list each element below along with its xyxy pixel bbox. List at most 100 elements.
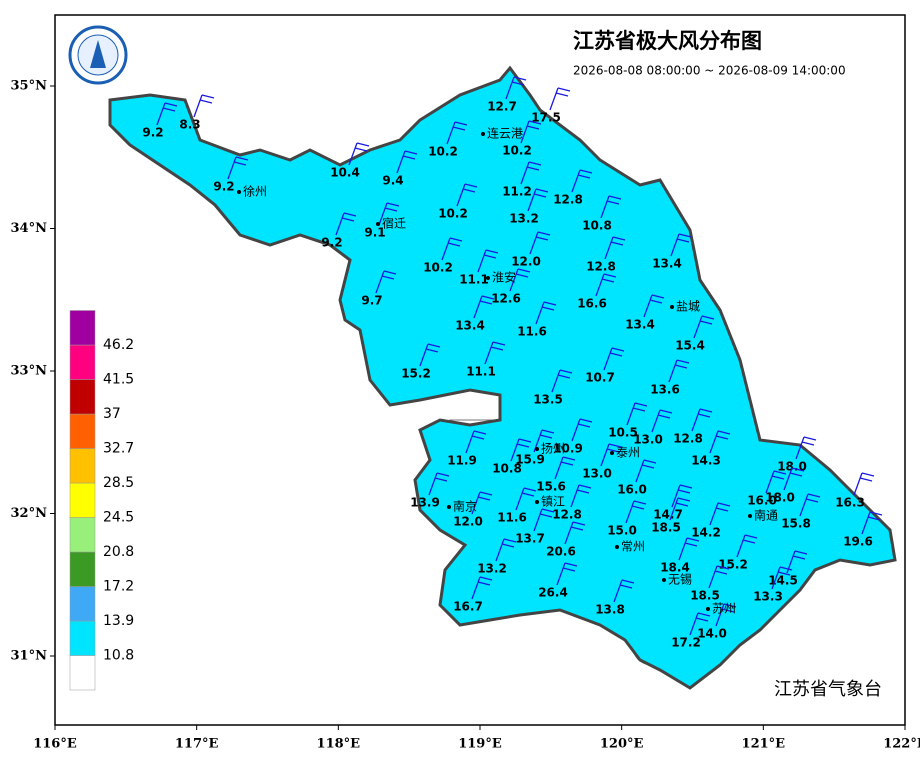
- barb-tick: [621, 579, 635, 584]
- barb-tick: [723, 603, 737, 608]
- barb-staff: [375, 270, 385, 294]
- barb-tick: [386, 202, 400, 207]
- barb-tick: [516, 443, 530, 448]
- station-value: 18.4: [660, 561, 690, 575]
- barb-tick: [526, 166, 540, 171]
- barb-tick: [535, 236, 549, 241]
- legend-swatch: [69, 310, 96, 346]
- legend-swatch: [69, 344, 96, 380]
- barb-staff: [600, 195, 610, 219]
- barb-tick: [579, 169, 593, 174]
- station-value: 13.6: [650, 383, 680, 397]
- city-dot: [486, 276, 490, 280]
- barb-tick: [533, 193, 547, 198]
- barb-staff: [533, 508, 543, 532]
- barb-tick: [744, 534, 758, 539]
- barb-tick: [492, 341, 506, 346]
- barb-staff: [625, 500, 635, 524]
- barb-tick: [381, 275, 395, 280]
- logo: [68, 25, 128, 85]
- barb-tick: [701, 315, 715, 320]
- wind-barb: [600, 195, 622, 219]
- barb-staff: [799, 493, 809, 517]
- barb-tick: [541, 508, 555, 513]
- station-value: 12.8: [552, 508, 582, 522]
- barb-staff: [853, 472, 863, 496]
- barb-staff: [505, 76, 515, 100]
- x-tick-label: 118°E: [317, 737, 361, 752]
- wind-barb: [670, 233, 692, 257]
- wind-barb: [861, 511, 883, 535]
- barb-tick: [633, 500, 647, 505]
- barb-staff: [529, 231, 539, 255]
- barb-tick: [539, 513, 553, 518]
- barb-tick: [686, 537, 700, 542]
- barb-tick: [657, 414, 671, 419]
- barb-staff: [509, 268, 519, 292]
- wind-barb: [551, 369, 573, 393]
- barb-tick: [649, 299, 663, 304]
- station-value: 16.3: [835, 496, 865, 510]
- city-dot: [376, 222, 380, 226]
- wind-barb: [603, 347, 625, 371]
- wind-barb: [484, 341, 506, 365]
- barb-tick: [867, 516, 881, 521]
- barb-tick: [676, 238, 690, 243]
- station-value: 15.4: [675, 339, 705, 353]
- station-value: 9.2: [142, 126, 163, 140]
- barb-tick: [485, 249, 499, 254]
- barb-tick: [477, 581, 491, 586]
- barb-tick: [677, 489, 691, 494]
- station-value: 13.4: [625, 318, 655, 332]
- station-value: 8.3: [179, 118, 200, 132]
- legend-swatch: [69, 379, 96, 415]
- wind-barb: [799, 493, 821, 517]
- wind-barb: [709, 430, 731, 454]
- barb-tick: [715, 507, 729, 512]
- wind-barb: [669, 497, 691, 521]
- wind-barb: [556, 562, 578, 586]
- barb-tick: [449, 237, 463, 242]
- barb-tick: [861, 472, 875, 477]
- city-name: 徐州: [243, 184, 267, 199]
- barb-staff: [473, 295, 483, 319]
- y-tick-label: 33°N: [11, 364, 48, 379]
- station-value: 13.4: [455, 319, 485, 333]
- city-dot: [670, 305, 674, 309]
- legend-label: 13.9: [103, 613, 134, 629]
- barb-staff: [193, 94, 203, 118]
- station-value: 14.7: [653, 508, 683, 522]
- barb-staff: [551, 369, 561, 393]
- wind-barb: [765, 470, 787, 494]
- barb-staff: [419, 343, 429, 367]
- barb-tick: [562, 567, 576, 572]
- wind-barb: [446, 121, 468, 145]
- barb-tick: [577, 423, 591, 428]
- legend-label: 37: [103, 406, 121, 422]
- barb-tick: [697, 612, 711, 617]
- wind-barb: [520, 120, 542, 144]
- barb-staff: [678, 537, 688, 561]
- barb-tick: [608, 195, 622, 200]
- barb-staff: [795, 436, 805, 460]
- barb-staff: [709, 430, 719, 454]
- wind-barb: [471, 576, 493, 600]
- barb-tick: [483, 254, 497, 259]
- station-value: 17.2: [671, 636, 701, 650]
- city-dot: [535, 447, 539, 451]
- station-value: 12.0: [511, 255, 541, 269]
- barb-staff: [651, 409, 661, 433]
- legend-label: 20.8: [103, 544, 134, 560]
- wind-barb: [375, 270, 397, 294]
- station-value: 11.6: [497, 511, 527, 525]
- barb-staff: [736, 534, 746, 558]
- wind-barb: [635, 459, 657, 483]
- barb-tick: [473, 430, 487, 435]
- barb-tick: [537, 231, 551, 236]
- barb-tick: [791, 467, 805, 472]
- station-value: 14.3: [691, 454, 721, 468]
- city-name: 宿迁: [382, 216, 406, 231]
- station-value: 13.4: [652, 257, 682, 271]
- map-title: 江苏省极大风分布图: [573, 29, 762, 53]
- barb-tick: [678, 233, 692, 238]
